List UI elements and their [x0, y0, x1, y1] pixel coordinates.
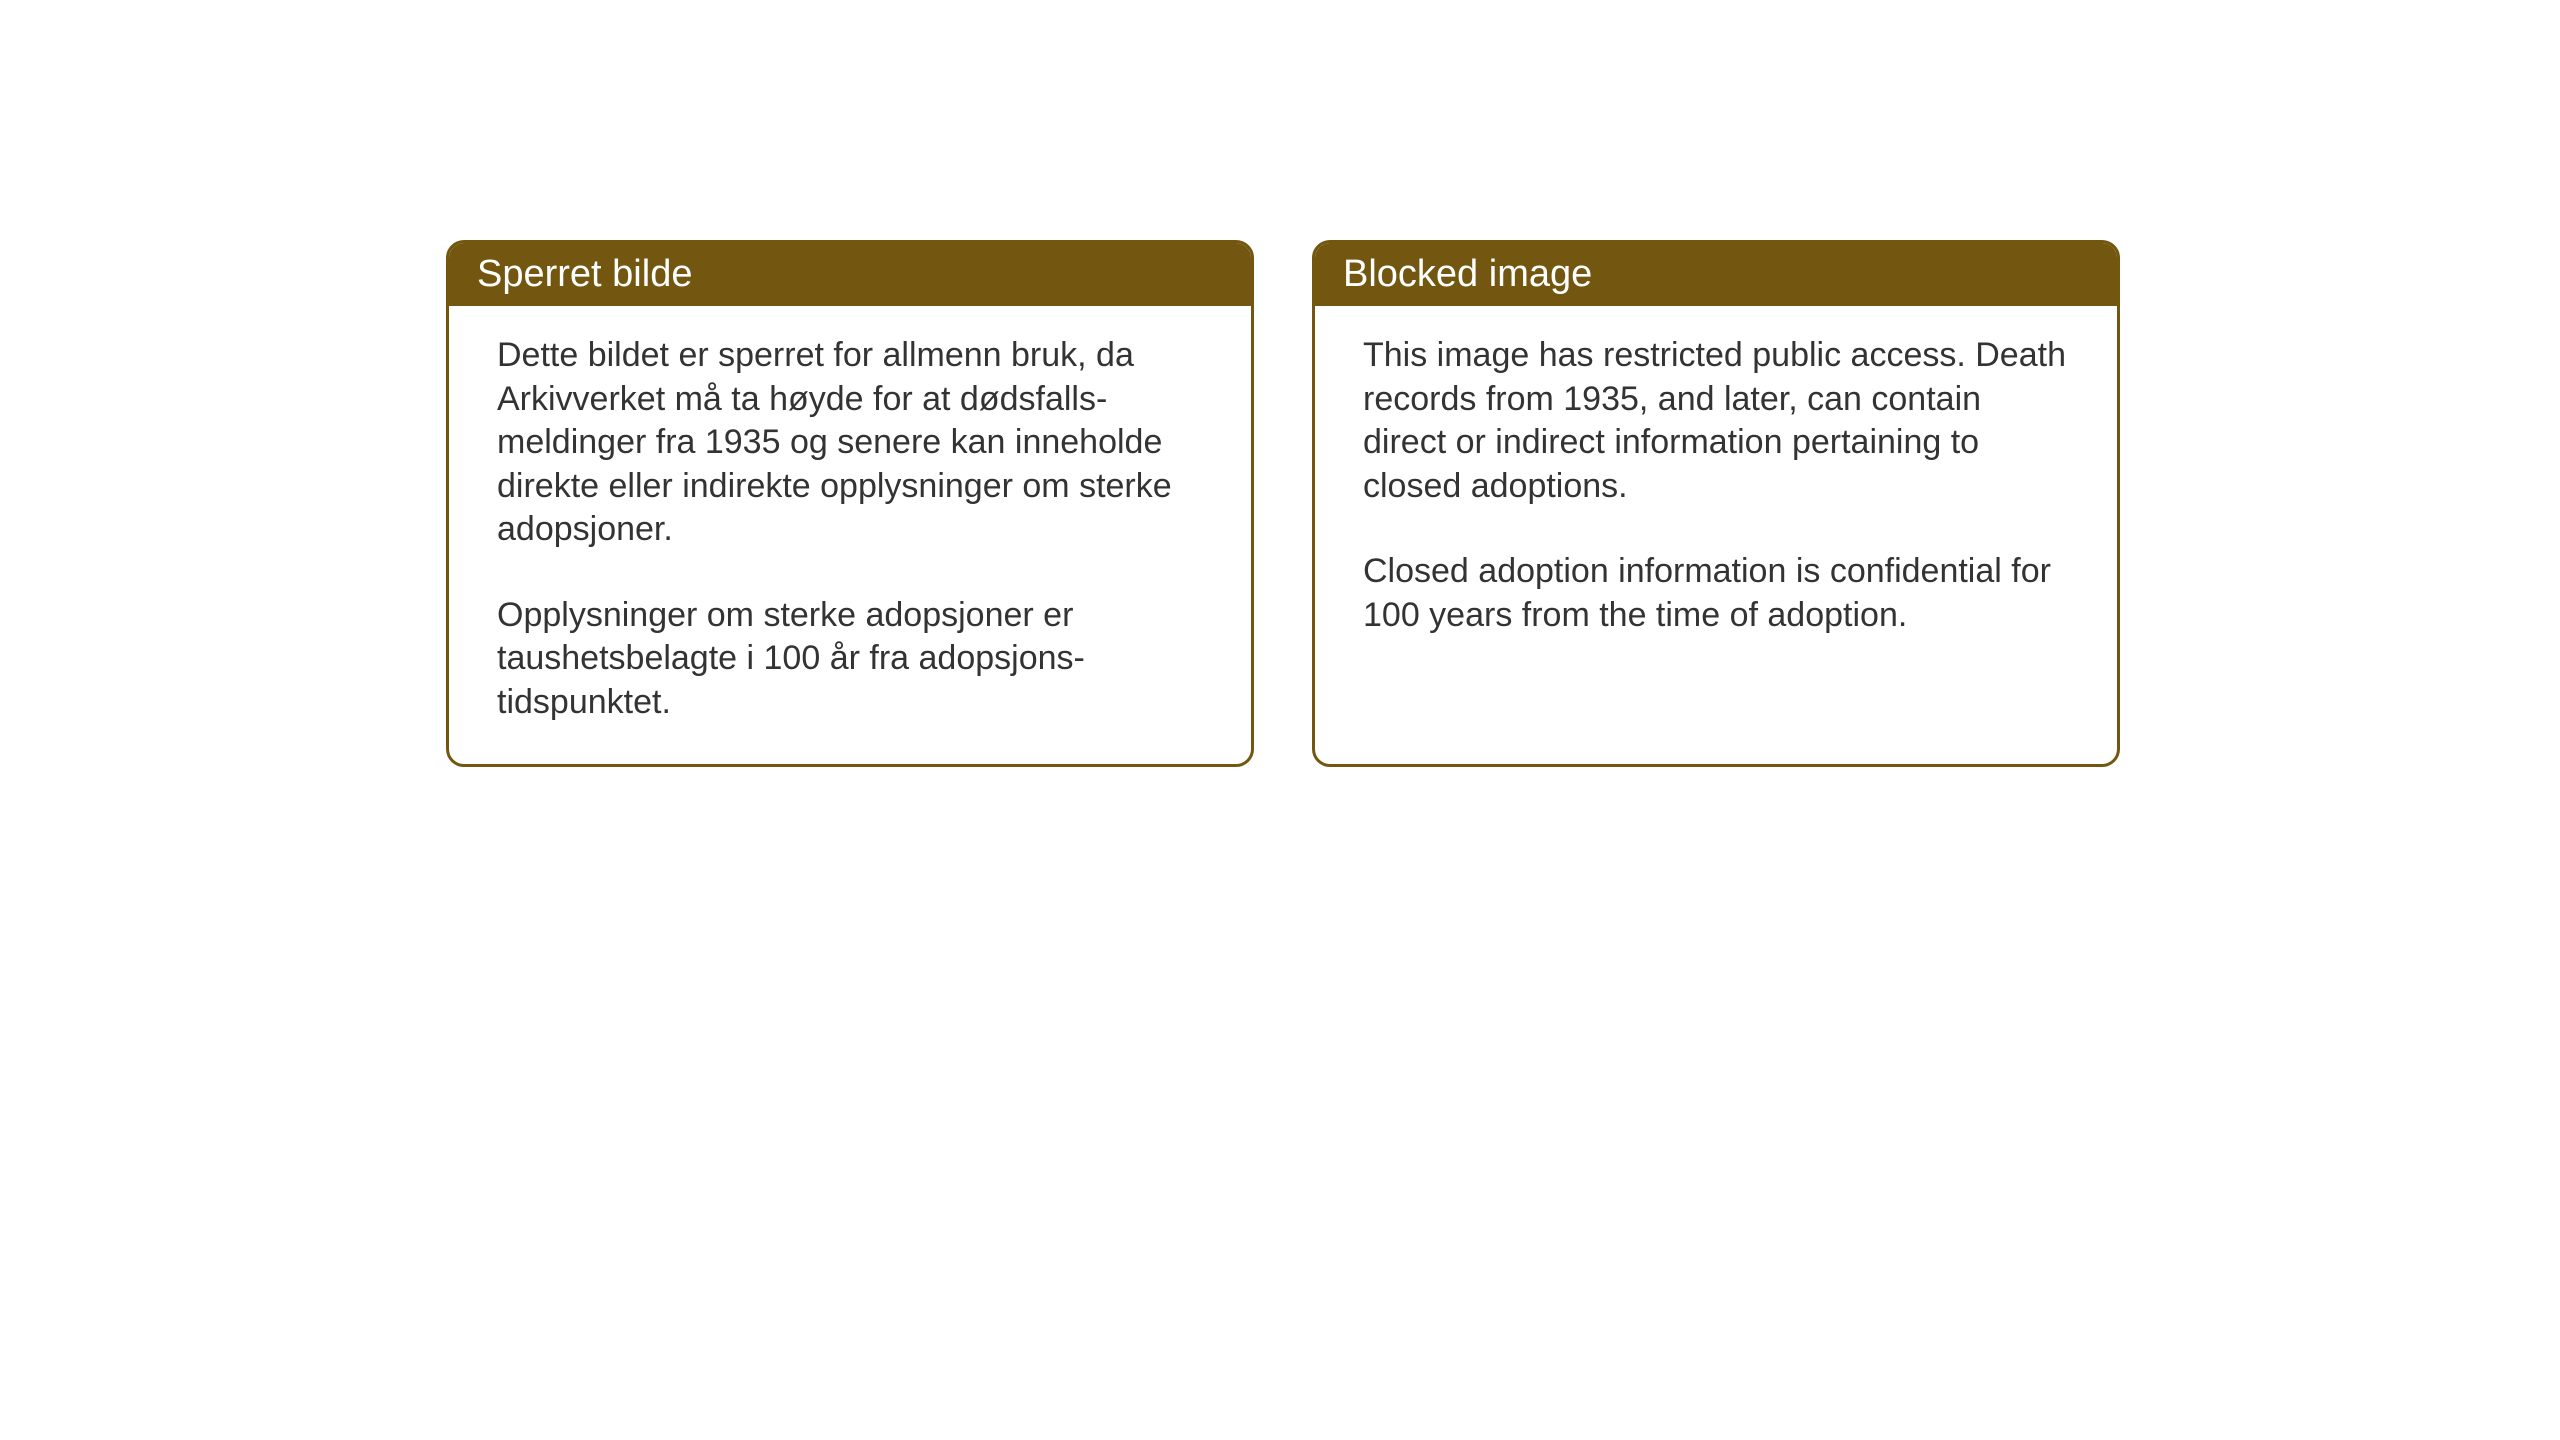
english-notice-title: Blocked image: [1343, 253, 1592, 295]
english-notice-body: This image has restricted public access.…: [1315, 306, 2117, 726]
norwegian-notice-title: Sperret bilde: [477, 253, 692, 295]
norwegian-notice-box: Sperret bilde Dette bildet er sperret fo…: [446, 240, 1254, 767]
english-paragraph-1: This image has restricted public access.…: [1363, 334, 2069, 508]
norwegian-paragraph-2: Opplysninger om sterke adopsjoner er tau…: [497, 594, 1203, 725]
english-notice-box: Blocked image This image has restricted …: [1312, 240, 2120, 767]
norwegian-paragraph-1: Dette bildet er sperret for allmenn bruk…: [497, 334, 1203, 552]
notice-container: Sperret bilde Dette bildet er sperret fo…: [446, 240, 2120, 767]
norwegian-notice-body: Dette bildet er sperret for allmenn bruk…: [449, 306, 1251, 764]
english-notice-header: Blocked image: [1315, 243, 2117, 306]
english-paragraph-2: Closed adoption information is confident…: [1363, 550, 2069, 637]
norwegian-notice-header: Sperret bilde: [449, 243, 1251, 306]
